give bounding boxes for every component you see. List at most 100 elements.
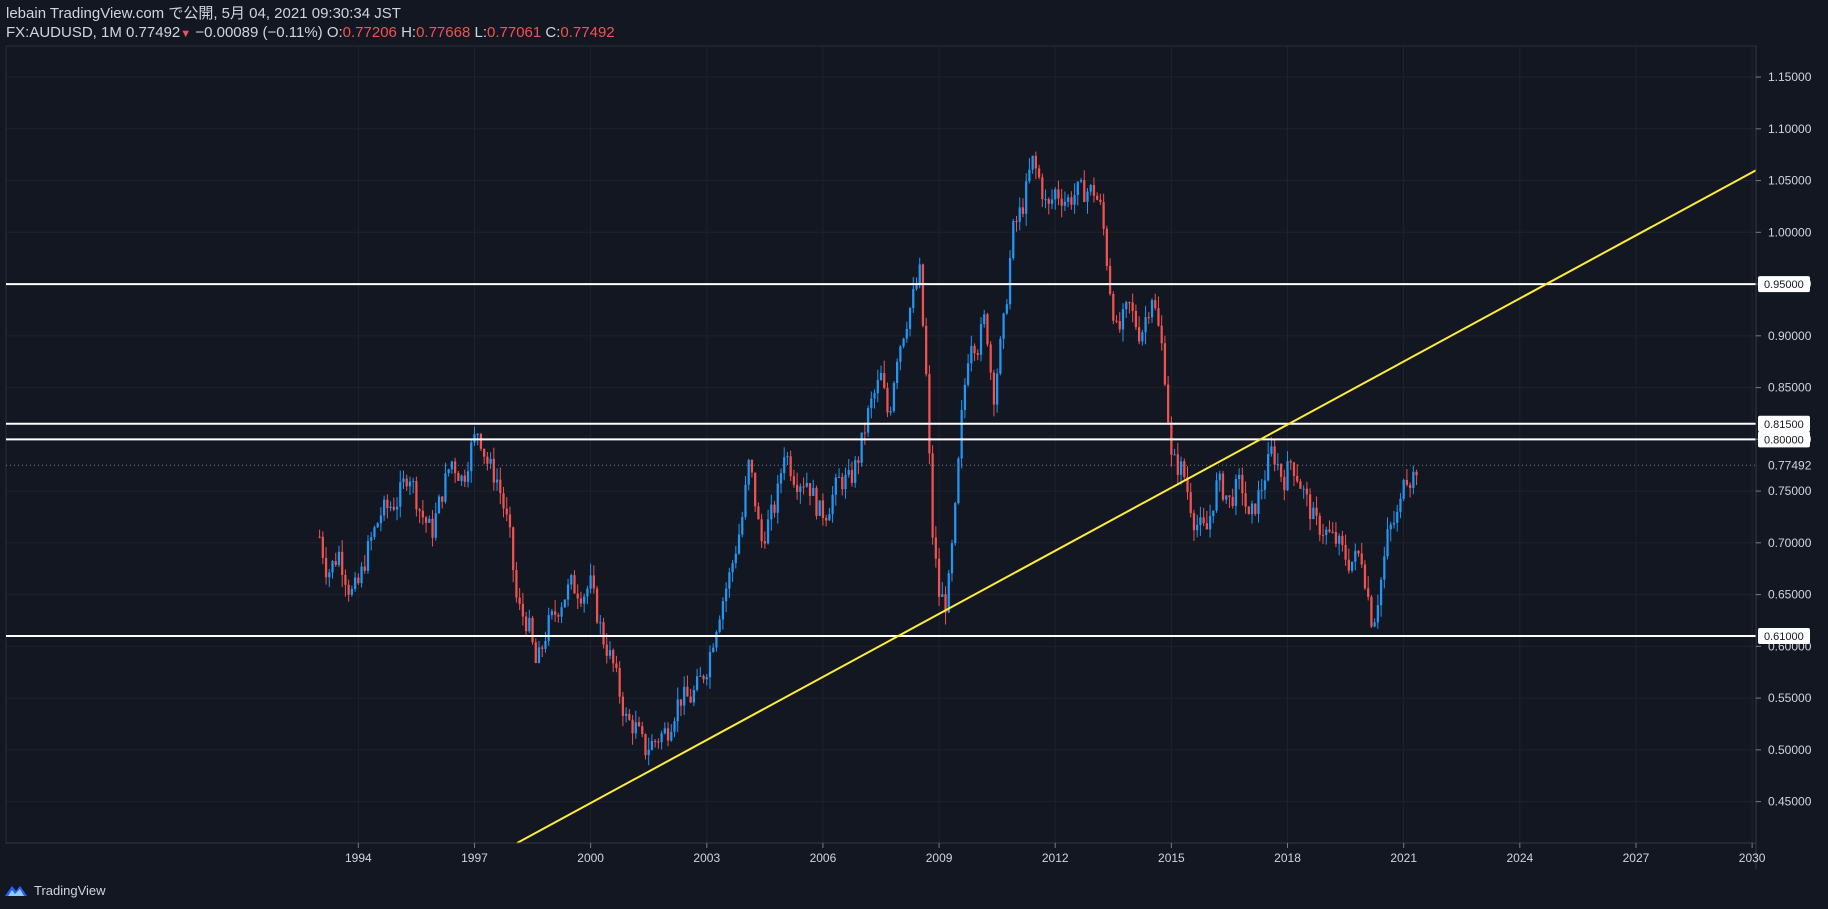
candle-body [1202,517,1205,524]
price-axis[interactable]: 1.15000 1.10000 1.05000 1.00000 0.95000 0.900… [1756,70,1812,809]
candle-body [1208,516,1212,530]
candle-body [1144,317,1147,333]
candle-body [1263,480,1267,490]
candle-body [1354,550,1357,562]
candle-body [905,328,908,339]
candle-body [1057,189,1060,199]
candle-body [860,432,863,463]
candle-body [1257,490,1260,514]
candle-body [460,475,463,481]
candle-body [1386,529,1389,557]
candle-body [947,573,950,613]
candle-body [1228,495,1231,497]
time-axis[interactable]: 1994 1997 2000 2003 2006 2009 2012 2015 2018 2021… [345,843,1766,865]
candle-body [1279,464,1283,477]
candle-body [370,537,373,541]
candle-body [1089,185,1092,192]
candle-body [1402,480,1405,499]
candle-body [908,307,912,329]
candle-body [1167,384,1170,423]
candle-body [912,288,915,308]
candle-body [321,536,324,558]
candle-body [1018,207,1021,222]
candle-body [534,642,537,663]
candle-body [650,740,654,750]
candle-body [1176,454,1179,475]
candle-body [815,487,818,516]
candle-body [1389,524,1392,530]
candle-body [673,721,676,732]
candle-body [1192,513,1196,531]
candle-body [408,481,412,487]
candle-body [441,496,444,502]
candle-body [754,472,757,507]
y-tick-label: 0.75000 [1768,484,1812,498]
trendline[interactable] [516,169,1757,844]
candle-body [1250,503,1254,515]
candle-body [915,285,918,289]
candle-body [634,722,637,734]
candle-body [773,504,776,513]
candle-body [1025,181,1028,214]
candle-body [612,650,615,664]
candle-body [1199,517,1202,525]
trendline-layer[interactable] [516,169,1757,844]
candle-body [437,496,441,514]
candle-body [918,264,921,286]
candle-body [892,383,896,412]
candle-body [1299,481,1302,489]
candle-body [1321,534,1325,536]
candle-body [841,476,844,490]
candle-body [721,601,725,620]
candle-body [944,594,947,613]
horizontal-levels[interactable] [6,283,1756,637]
x-tick-label: 2015 [1158,851,1185,865]
candle-body [834,477,837,495]
candle-body [1334,532,1338,544]
level-price-label: 0.80000 [1764,434,1804,446]
candle-body [783,457,786,474]
candle-body [666,728,670,741]
candle-body [902,338,905,347]
ohlc-legend: FX:AUDUSD, 1M 0.77492▼ −0.00089 (−0.11%)… [6,23,615,44]
candle-body [1221,473,1225,500]
candle-body [599,622,602,624]
candle-body [1141,332,1144,342]
candle-body [557,614,560,617]
candle-body [873,393,876,399]
candle-body [844,474,847,490]
y-tick-label: 0.65000 [1768,588,1812,602]
candle-body [350,588,353,595]
candle-body [1086,191,1089,202]
candle-body [508,514,512,528]
x-tick-label: 2003 [693,851,720,865]
grid [6,46,1756,843]
candle-body [812,487,815,496]
candle-body [1302,488,1305,490]
candle-body [1328,529,1331,532]
candle-body [1067,197,1070,202]
candle-body [366,540,370,571]
symbol-label[interactable]: FX:AUDUSD, 1M [6,24,122,41]
x-tick-label: 2000 [577,851,604,865]
candle-body [428,518,431,523]
candle-body [818,500,821,516]
candle-body [1312,507,1315,520]
candle-body [515,570,518,598]
x-tick-label: 1997 [461,851,488,865]
candle-body [1276,464,1279,466]
candle-body [383,499,386,516]
candle-body [1244,493,1247,507]
candle-body [850,470,854,483]
candle-body [434,513,437,538]
candle-body [353,577,357,589]
candle-body [373,527,376,538]
candle-body [1392,522,1396,525]
candle-body [595,588,599,623]
candle-body [550,611,554,616]
candle-body [457,473,460,481]
y-tick-label: 1.10000 [1768,122,1812,136]
candle-body [879,372,883,381]
candle-body [1241,474,1244,494]
